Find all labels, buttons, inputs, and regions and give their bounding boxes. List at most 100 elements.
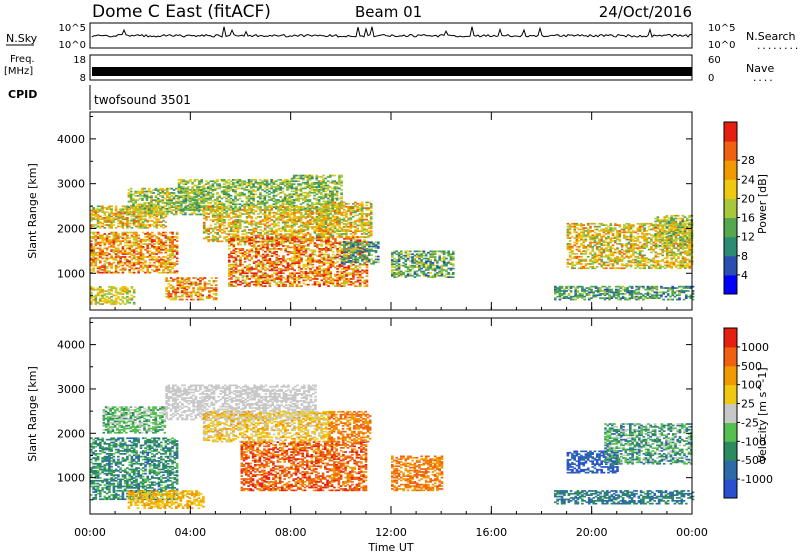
- heatmap-cell-0-1902: [243, 183, 246, 185]
- heatmap-cell-0-3098: [241, 252, 245, 254]
- heatmap-cell-0-728: [166, 269, 170, 271]
- heatmap-cell-0-4295: [306, 193, 310, 196]
- heatmap-cell-0-4103: [356, 272, 360, 275]
- heatmap-cell-0-1768: [220, 204, 224, 207]
- heatmap-cell-0-4778: [351, 215, 355, 218]
- heatmap-cell-0-2995: [230, 281, 233, 283]
- heatmap-cell-0-622: [151, 236, 154, 238]
- heatmap-cell-0-543: [139, 244, 143, 247]
- heatmap-cell-0-2619: [277, 233, 280, 235]
- heatmap-cell-0-2769: [297, 226, 301, 228]
- heatmap-cell-0-3022: [232, 259, 236, 262]
- heatmap-cell-0-1728: [211, 184, 215, 187]
- heatmap-cell-0-2791: [299, 214, 303, 217]
- heatmap-cell-0-4506: [338, 181, 341, 184]
- heatmap-cell-0-3921: [336, 278, 339, 280]
- heatmap-cell-0-617: [151, 246, 154, 248]
- heatmap-cell-0-156: [90, 247, 93, 250]
- heatmap-cell-0-984: [126, 218, 129, 221]
- heatmap-cell-0-2713: [290, 234, 294, 237]
- heatmap-cell-0-838: [94, 218, 98, 221]
- heatmap-cell-0-1964: [254, 204, 258, 207]
- heatmap-cell-0-3690: [309, 258, 312, 260]
- heatmap-cell-0-4802: [356, 228, 359, 231]
- heatmap-cell-0-1637: [195, 179, 199, 181]
- heatmap-cell-0-228: [99, 248, 102, 251]
- heatmap-cell-0-2331: [227, 219, 231, 221]
- heatmap-cell-0-523: [137, 246, 140, 248]
- heatmap-cell-0-621: [151, 238, 154, 241]
- heatmap-cell-0-2471: [250, 211, 253, 214]
- heatmap-cell-0-568: [144, 256, 147, 258]
- heatmap-cell-0-2784: [299, 227, 303, 230]
- heatmap-cell-0-263: [103, 251, 107, 254]
- heatmap-cell-0-2032: [265, 183, 269, 185]
- heatmap-cell-0-2037: [268, 204, 271, 207]
- heatmap-cell-0-3481: [286, 269, 290, 272]
- heatmap-cell-0-4432: [326, 193, 330, 196]
- heatmap-cell-0-2335: [227, 208, 231, 211]
- heatmap-cell-0-3273: [261, 249, 265, 252]
- heatmap-cell-0-2200: [207, 240, 210, 243]
- heatmap-cell-0-4101: [356, 276, 360, 279]
- heatmap-cell-0-2586: [270, 216, 274, 218]
- heatmap-cell-0-265: [103, 244, 107, 247]
- heatmap-cell-0-4679: [336, 204, 339, 207]
- heatmap-cell-0-4910: [340, 258, 344, 261]
- heatmap-cell-0-1305: [157, 193, 160, 196]
- heatmap-cell-0-4897: [369, 218, 373, 221]
- heatmap-cell-0-2848: [309, 219, 312, 221]
- heatmap-cell-0-3057: [237, 270, 240, 273]
- nsearch-tick-bottom: 10^0: [708, 40, 735, 51]
- heatmap-cell-0-327: [112, 244, 116, 247]
- heatmap-cell-0-1456: [188, 203, 192, 206]
- heatmap-cell-0-688: [160, 240, 163, 242]
- heatmap-cell-0-3818: [325, 270, 328, 273]
- heatmap-cell-0-1580: [184, 183, 188, 185]
- heatmap-cell-0-519: [137, 256, 140, 258]
- heatmap-cell-0-3781: [320, 256, 324, 259]
- heatmap-cell-0-1300: [157, 203, 160, 206]
- heatmap-cell-0-4199: [290, 187, 294, 190]
- heatmap-cell-0-393: [121, 267, 125, 270]
- heatmap-cell-0-2364: [232, 216, 235, 218]
- heatmap-cell-0-702: [162, 246, 165, 248]
- heatmap-cell-0-2308: [223, 216, 226, 218]
- heatmap-cell-0-3023: [232, 256, 236, 259]
- heatmap-cell-0-3789: [320, 239, 324, 242]
- heatmap-cell-0-2736: [293, 223, 296, 225]
- heatmap-cell-0-4691: [338, 217, 341, 220]
- heatmap-cell-0-4338: [313, 194, 316, 197]
- heatmap-cell-0-188: [94, 258, 98, 261]
- heatmap-cell-0-3942: [338, 266, 342, 269]
- heatmap-cell-0-400: [121, 247, 125, 250]
- heatmap-cell-0-2418: [241, 220, 244, 223]
- heatmap-cell-0-356: [114, 234, 118, 237]
- heatmap-cell-0-3301: [266, 282, 269, 285]
- heatmap-cell-0-1176: [129, 197, 133, 200]
- heatmap-cell-0-4417: [324, 196, 328, 198]
- heatmap-cell-0-3466: [284, 260, 287, 263]
- heatmap-cell-0-814: [175, 233, 179, 235]
- heatmap-cell-0-2360: [232, 224, 235, 227]
- heatmap-cell-0-414: [123, 253, 127, 255]
- heatmap-cell-0-4750: [347, 217, 350, 220]
- heatmap-cell-0-4485: [335, 209, 339, 211]
- heatmap-cell-0-1662: [200, 179, 203, 181]
- heatmap-cell-0-644: [155, 258, 159, 261]
- heatmap-cell-0-3516: [291, 282, 294, 285]
- heatmap-cell-0-4726: [345, 236, 348, 238]
- heatmap-cell-0-357: [114, 233, 118, 235]
- heatmap-cell-0-2332: [227, 216, 231, 218]
- heatmap-cell-0-2867: [311, 207, 314, 210]
- heatmap-cell-0-3232: [257, 252, 260, 254]
- heatmap-cell-0-4844: [360, 207, 364, 209]
- heatmap-cell-0-4099: [356, 281, 360, 283]
- heatmap-cell-0-2589: [270, 206, 274, 208]
- heatmap-cell-0-3390: [275, 256, 278, 259]
- heatmap-cell-0-673: [157, 231, 161, 234]
- heatmap-cell-0-563: [144, 271, 147, 274]
- heatmap-cell-0-3056: [237, 276, 240, 279]
- heatmap-cell-0-1323: [161, 200, 165, 203]
- heatmap-cell-0-4234: [297, 207, 300, 210]
